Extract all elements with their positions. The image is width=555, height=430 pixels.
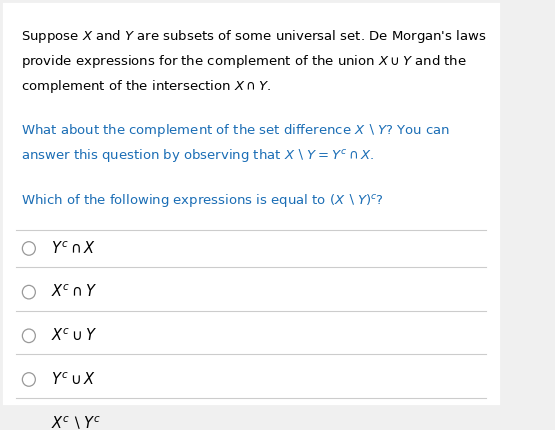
Text: complement of the intersection $X \cap Y$.: complement of the intersection $X \cap Y… — [22, 78, 271, 95]
Text: What about the complement of the set difference $X \setminus Y$? You can: What about the complement of the set dif… — [22, 122, 451, 139]
Text: $X^c \cap Y$: $X^c \cap Y$ — [52, 284, 98, 301]
Text: $Y^c \cap X$: $Y^c \cap X$ — [52, 240, 96, 257]
Text: Which of the following expressions is equal to $(X \setminus Y)^c$?: Which of the following expressions is eq… — [22, 192, 384, 209]
Text: $X^c \cup Y$: $X^c \cup Y$ — [52, 328, 98, 344]
Text: Suppose $X$ and $Y$ are subsets of some universal set. De Morgan's laws: Suppose $X$ and $Y$ are subsets of some … — [22, 28, 487, 45]
FancyBboxPatch shape — [2, 1, 501, 406]
Text: $Y^c \cup X$: $Y^c \cup X$ — [52, 371, 96, 388]
Text: $X^c \setminus Y^c$: $X^c \setminus Y^c$ — [52, 415, 102, 430]
Text: answer this question by observing that $X \setminus Y = Y^c \cap X$.: answer this question by observing that $… — [22, 147, 375, 164]
Text: provide expressions for the complement of the union $X \cup Y$ and the: provide expressions for the complement o… — [22, 53, 467, 70]
